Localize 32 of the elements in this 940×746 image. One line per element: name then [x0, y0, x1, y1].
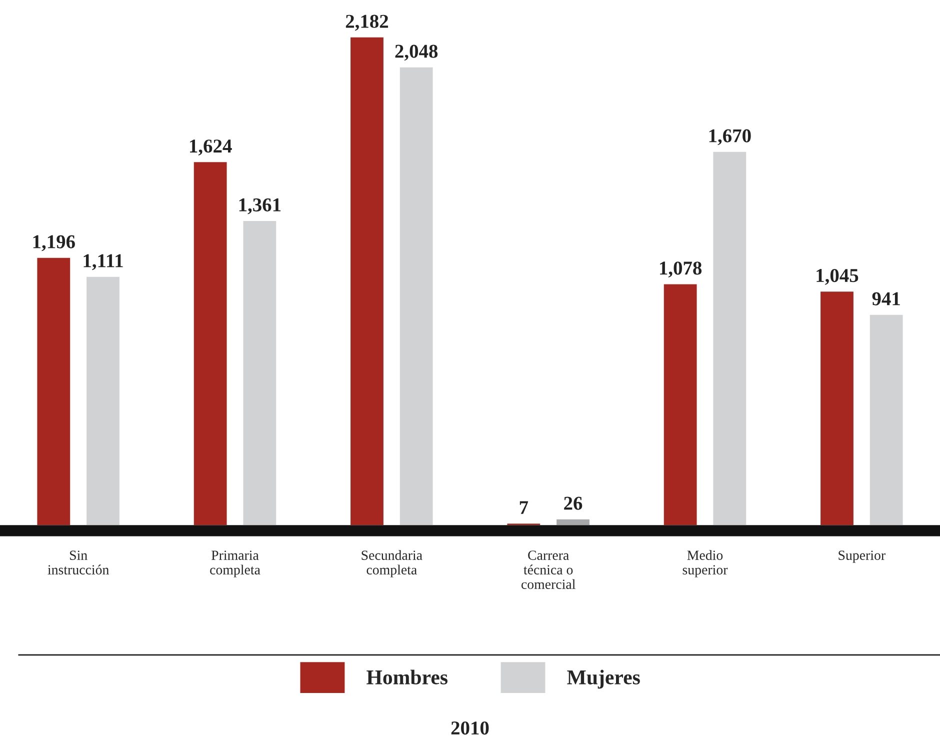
data-label: 2,182	[346, 14, 388, 31]
bar	[243, 220, 276, 526]
data-label: 1,045	[816, 268, 858, 285]
legend-label: Hombres	[366, 670, 448, 684]
data-label: 1,361	[239, 198, 281, 214]
data-label: 1,111	[84, 254, 123, 270]
data-label: 1,196	[33, 235, 75, 252]
bar	[820, 292, 854, 526]
data-label: 1,670	[709, 129, 751, 146]
bar	[194, 162, 227, 526]
data-label: 7	[520, 501, 528, 514]
data-label: 1,078	[660, 262, 702, 278]
bar	[400, 67, 433, 526]
bar	[713, 152, 746, 526]
x-tick-label: Superior	[838, 550, 886, 563]
x-tick-label: Medio superior	[682, 550, 728, 578]
legend-label: Mujeres	[567, 670, 640, 689]
data-label: 2,048	[395, 44, 438, 61]
bar	[37, 258, 70, 526]
bar	[664, 284, 697, 526]
text: 2010	[451, 721, 489, 735]
bar	[350, 37, 384, 526]
x-tick-label: Secundaria completa	[362, 550, 422, 578]
x-tick-label: Carrera técnica o comercial	[521, 550, 576, 590]
data-label: 26	[564, 496, 582, 510]
x-tick-label: Sin instrucción	[48, 550, 109, 574]
bar	[86, 276, 120, 526]
data-label: 1,624	[190, 140, 232, 156]
data-label: 941	[872, 292, 900, 306]
bar	[870, 314, 903, 526]
bar	[556, 519, 590, 526]
x-tick-label: Primaria completa	[210, 550, 260, 578]
